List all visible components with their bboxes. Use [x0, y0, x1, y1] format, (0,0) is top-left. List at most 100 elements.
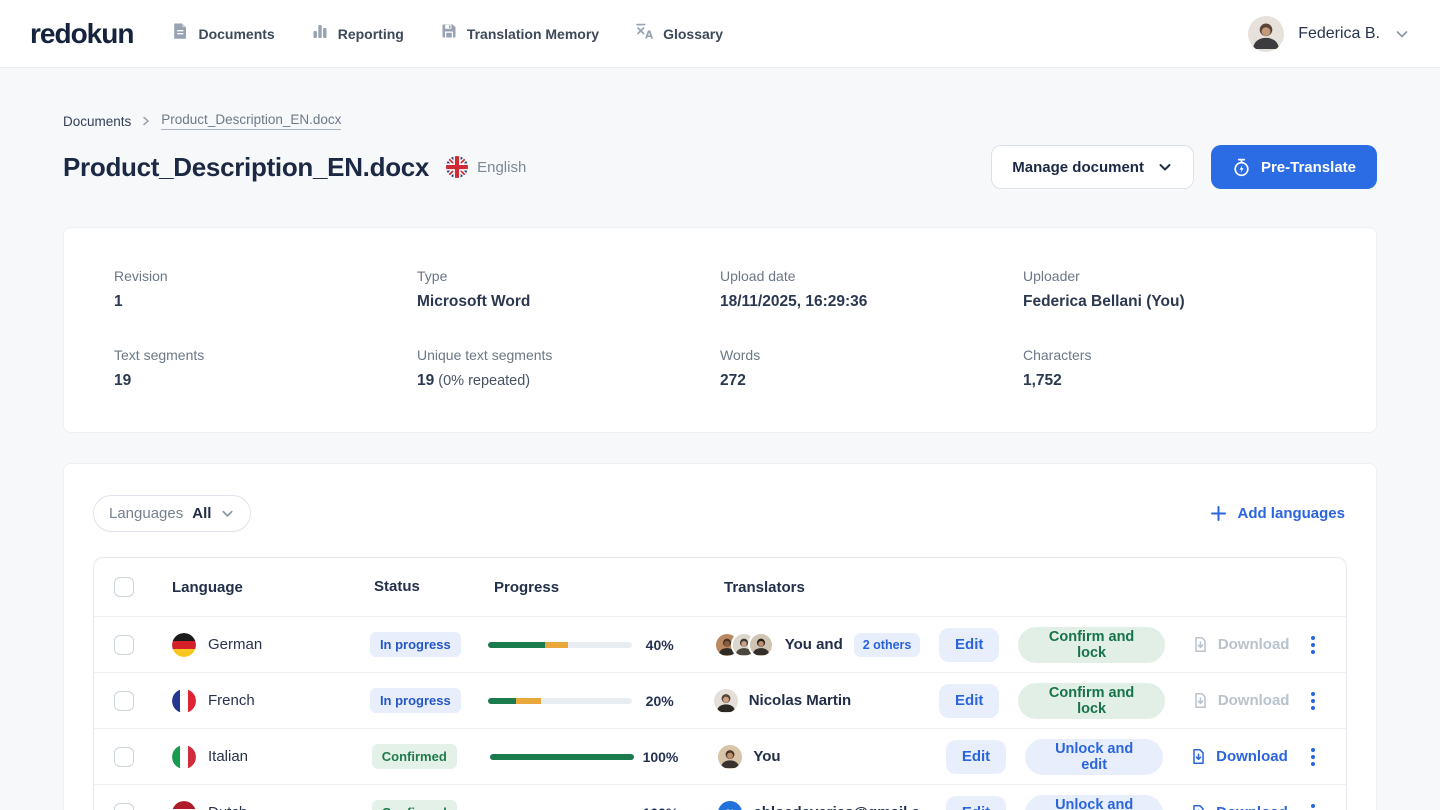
manage-document-button[interactable]: Manage document: [991, 145, 1194, 189]
breadcrumb-documents[interactable]: Documents: [63, 114, 131, 129]
language-name: Dutch: [208, 804, 247, 810]
nav-item-translation-memory[interactable]: Translation Memory: [440, 22, 599, 45]
row-menu-button[interactable]: [1306, 632, 1320, 658]
unlock-and-edit-button[interactable]: Unlock and edit: [1025, 739, 1163, 775]
info-field-unique-segments: Unique text segments 19(0% repeated): [417, 347, 720, 390]
nav-item-documents[interactable]: Documents: [171, 22, 274, 45]
progress-confirmed-segment: [490, 754, 634, 760]
row-menu-button[interactable]: [1306, 744, 1320, 770]
field-label: Text segments: [114, 347, 417, 363]
field-value: 1: [114, 293, 417, 311]
pre-translate-button[interactable]: Pre-Translate: [1211, 145, 1377, 189]
info-field-text-segments: Text segments 19: [114, 347, 417, 390]
edit-button[interactable]: Edit: [946, 740, 1006, 774]
row-menu-button[interactable]: [1306, 800, 1320, 810]
field-value: 18/11/2025, 16:29:36: [720, 293, 1023, 311]
progress-percent: 100%: [634, 805, 678, 810]
manage-document-label: Manage document: [1012, 159, 1144, 176]
french-flag-icon: [172, 689, 196, 713]
edit-button[interactable]: Edit: [939, 628, 999, 662]
info-field-upload-date: Upload date 18/11/2025, 16:29:36: [720, 268, 1023, 311]
progress-confirmed-segment: [488, 698, 517, 704]
download-label: Download: [1216, 748, 1288, 765]
user-menu[interactable]: Federica B.: [1248, 16, 1410, 52]
info-field-uploader: Uploader Federica Bellani (You): [1023, 268, 1326, 311]
nav-label-glossary: Glossary: [663, 26, 723, 42]
row-menu-button[interactable]: [1306, 688, 1320, 714]
header-status: Status: [374, 578, 420, 595]
nav-item-glossary[interactable]: A Glossary: [635, 22, 723, 45]
translators-text: You and: [785, 636, 843, 653]
row-checkbox[interactable]: [114, 691, 134, 711]
field-value: 1,752: [1023, 372, 1326, 390]
progress-bar: [488, 698, 632, 704]
translators-others-badge[interactable]: 2 others: [854, 633, 921, 657]
progress-draft-segment: [516, 698, 540, 704]
download-button: Download: [1192, 692, 1300, 709]
header-actions: Manage document Pre-Translate: [991, 145, 1377, 189]
row-checkbox[interactable]: [114, 747, 134, 767]
redokun-logo[interactable]: redokun: [30, 18, 133, 50]
field-value: Microsoft Word: [417, 293, 720, 311]
download-button[interactable]: Download: [1190, 748, 1300, 765]
field-label: Revision: [114, 268, 417, 284]
field-label: Characters: [1023, 347, 1326, 363]
translate-icon: A: [635, 22, 654, 45]
user-name: Federica B.: [1298, 25, 1380, 43]
download-file-icon: [1192, 692, 1209, 709]
nav-label-documents: Documents: [198, 26, 274, 42]
progress-percent: 40%: [632, 637, 674, 653]
language-name: French: [208, 692, 255, 709]
header-progress: Progress: [494, 579, 559, 596]
table-row: Italian Confirmed 100% You: [94, 728, 1346, 784]
chevron-down-icon: [220, 506, 235, 521]
stopwatch-icon: [1232, 158, 1251, 177]
add-languages-button[interactable]: Add languages: [1210, 505, 1347, 522]
edit-button[interactable]: Edit: [946, 796, 1006, 810]
info-field-words: Words 272: [720, 347, 1023, 390]
confirm-and-lock-button[interactable]: Confirm and lock: [1018, 627, 1164, 663]
download-file-icon: [1190, 748, 1207, 765]
plus-icon: [1210, 505, 1227, 522]
field-note: (0% repeated): [438, 373, 530, 389]
languages-filter-dropdown[interactable]: Languages All: [93, 495, 251, 532]
header-translators: Translators: [724, 579, 805, 596]
info-field-revision: Revision 1: [114, 268, 417, 311]
dutch-flag-icon: [172, 801, 196, 810]
status-badge: Confirmed: [372, 800, 457, 810]
top-navbar: redokun Documents Reporting Translation …: [0, 0, 1440, 68]
table-row: German In progress 40%: [94, 616, 1346, 672]
edit-button[interactable]: Edit: [939, 684, 999, 718]
status-badge: In progress: [370, 688, 461, 713]
download-button[interactable]: Download: [1190, 804, 1300, 810]
avatar: [718, 745, 742, 769]
info-field-type: Type Microsoft Word: [417, 268, 720, 311]
save-icon: [440, 22, 458, 45]
select-all-checkbox[interactable]: [114, 577, 134, 597]
svg-text:A: A: [645, 30, 654, 41]
document-icon: [171, 22, 189, 45]
unlock-and-edit-button[interactable]: Unlock and edit: [1025, 795, 1163, 810]
confirm-and-lock-button[interactable]: Confirm and lock: [1018, 683, 1164, 719]
page-title: Product_Description_EN.docx: [63, 152, 429, 183]
breadcrumb-current-doc[interactable]: Product_Description_EN.docx: [161, 112, 341, 130]
row-checkbox[interactable]: [114, 635, 134, 655]
languages-card: Languages All Add languages La: [63, 463, 1377, 810]
page: redokun Documents Reporting Translation …: [0, 0, 1440, 810]
row-checkbox[interactable]: [114, 803, 134, 810]
field-value: Federica Bellani (You): [1023, 293, 1326, 311]
download-file-icon: [1192, 636, 1209, 653]
main-nav: Documents Reporting Translation Memory A…: [171, 22, 723, 45]
progress-confirmed-segment: [488, 642, 546, 648]
translators-text: You: [753, 748, 780, 765]
table-row: French In progress 20% Nicolas Martin: [94, 672, 1346, 728]
source-language-label: English: [477, 159, 526, 176]
info-field-characters: Characters 1,752: [1023, 347, 1326, 390]
download-label: Download: [1216, 804, 1288, 810]
download-button: Download: [1192, 636, 1300, 653]
nav-label-reporting: Reporting: [338, 26, 404, 42]
uk-flag-icon: [446, 156, 468, 178]
nav-item-reporting[interactable]: Reporting: [311, 22, 404, 45]
translator-avatars: [714, 632, 774, 658]
translators-text: chloedeveries@gmail.c...: [753, 804, 932, 810]
